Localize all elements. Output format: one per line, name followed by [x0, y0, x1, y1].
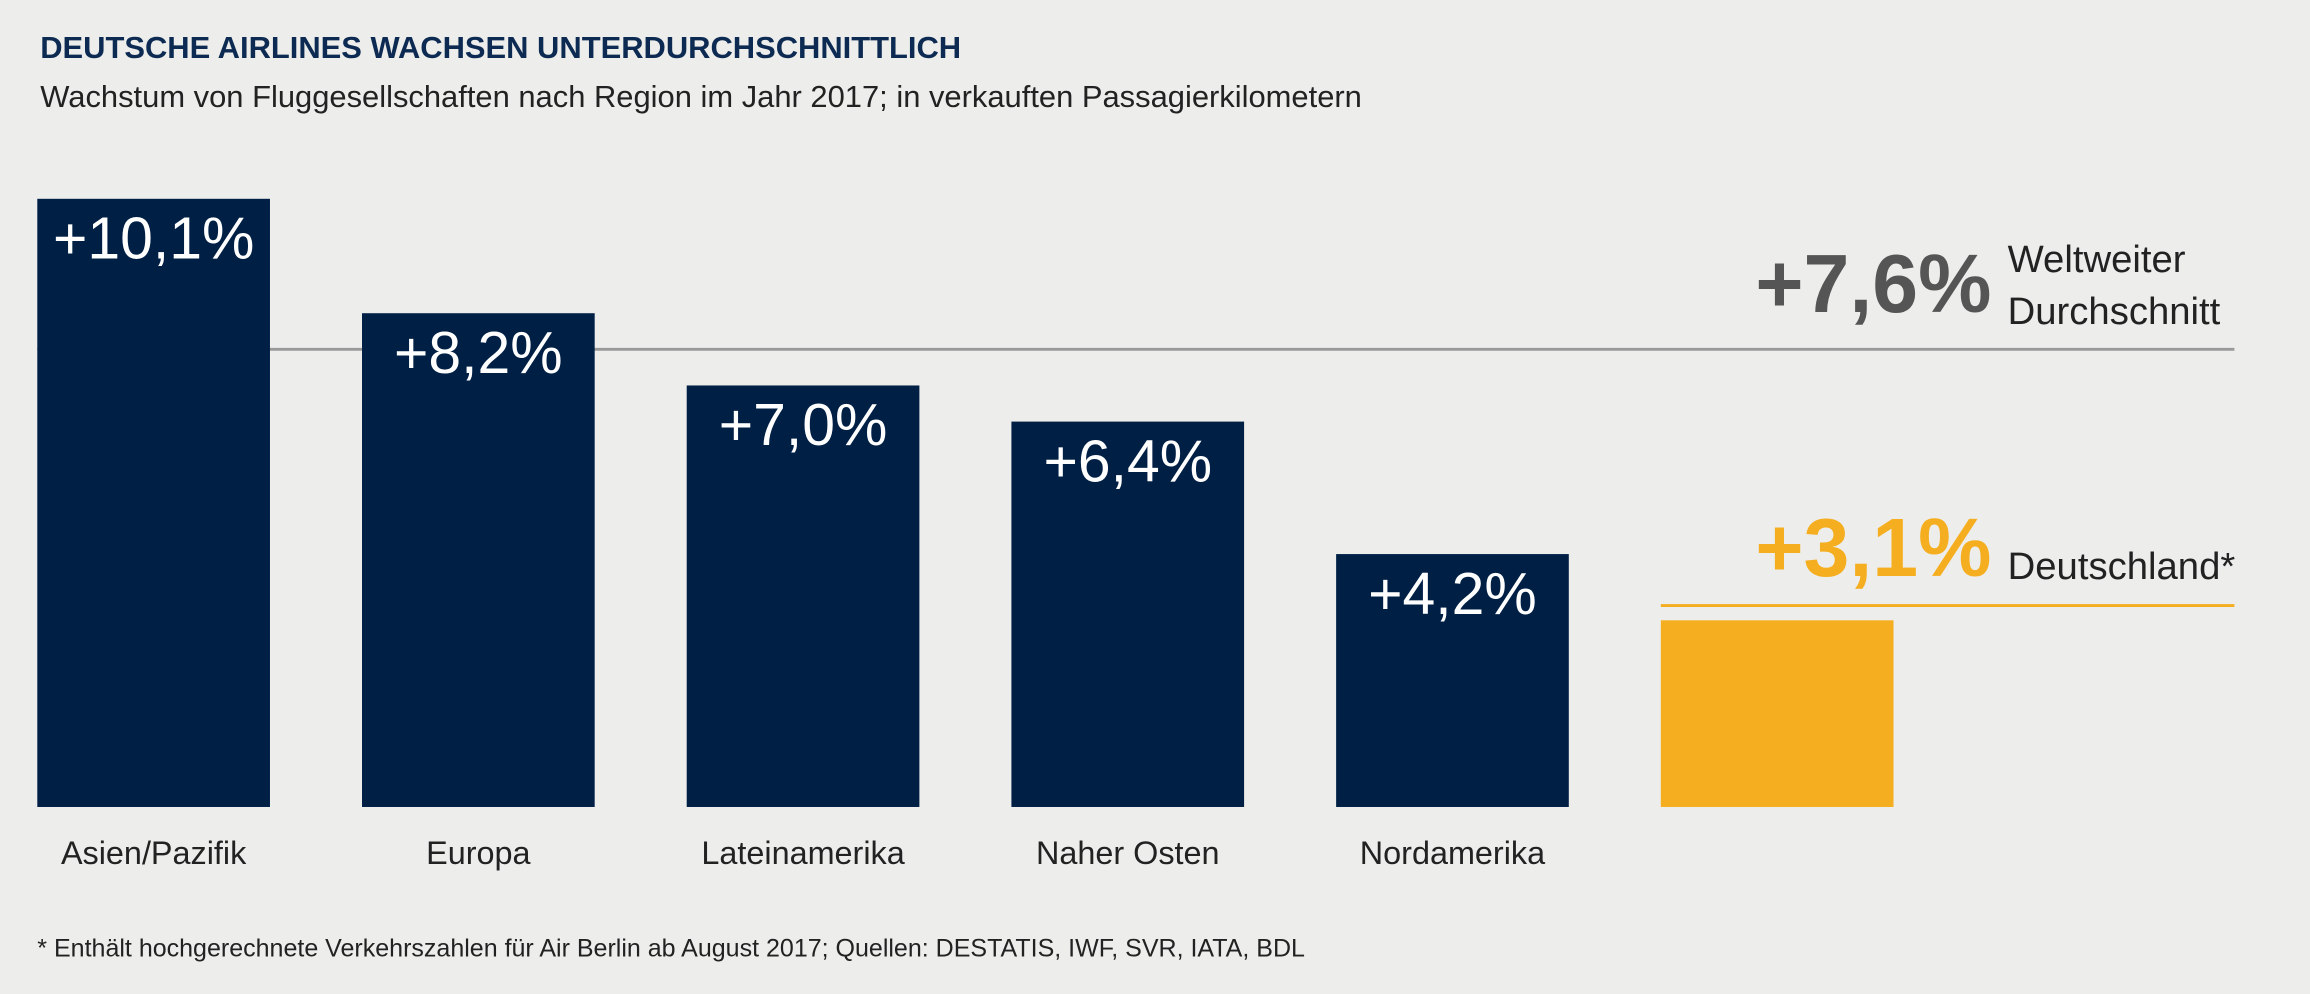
- reference-label: +7,6%: [1755, 238, 1991, 330]
- chart-title: DEUTSCHE AIRLINES WACHSEN UNTERDURCHSCHN…: [40, 30, 961, 65]
- x-tick-label: Asien/Pazifik: [61, 835, 247, 871]
- bar: [37, 198, 270, 807]
- reference-name: Deutschland*: [2008, 545, 2236, 588]
- chart-subtitle: Wachstum von Fluggesellschaften nach Reg…: [40, 79, 1362, 114]
- footnote: * Enthält hochgerechnete Verkehrszahlen …: [37, 934, 1305, 962]
- bar: [362, 313, 595, 807]
- value-label: +10,1%: [53, 207, 254, 272]
- bar: [1660, 620, 1894, 807]
- bar: [1336, 554, 1569, 807]
- value-label: +8,2%: [394, 321, 563, 386]
- value-label: +7,0%: [719, 393, 888, 458]
- reference-name: Durchschnitt: [2008, 290, 2221, 333]
- reference-name: Weltweiter: [2008, 238, 2186, 281]
- bar: [686, 385, 920, 807]
- value-label: +6,4%: [1043, 429, 1212, 494]
- x-tick-label: Naher Osten: [1036, 835, 1220, 871]
- x-tick-label: Lateinamerika: [701, 835, 904, 871]
- bar: [1011, 421, 1245, 807]
- x-tick-label: Nordamerika: [1360, 835, 1545, 871]
- reference-label: +3,1%: [1755, 502, 1991, 594]
- value-label: +4,2%: [1368, 562, 1537, 627]
- x-tick-label: Europa: [426, 835, 530, 871]
